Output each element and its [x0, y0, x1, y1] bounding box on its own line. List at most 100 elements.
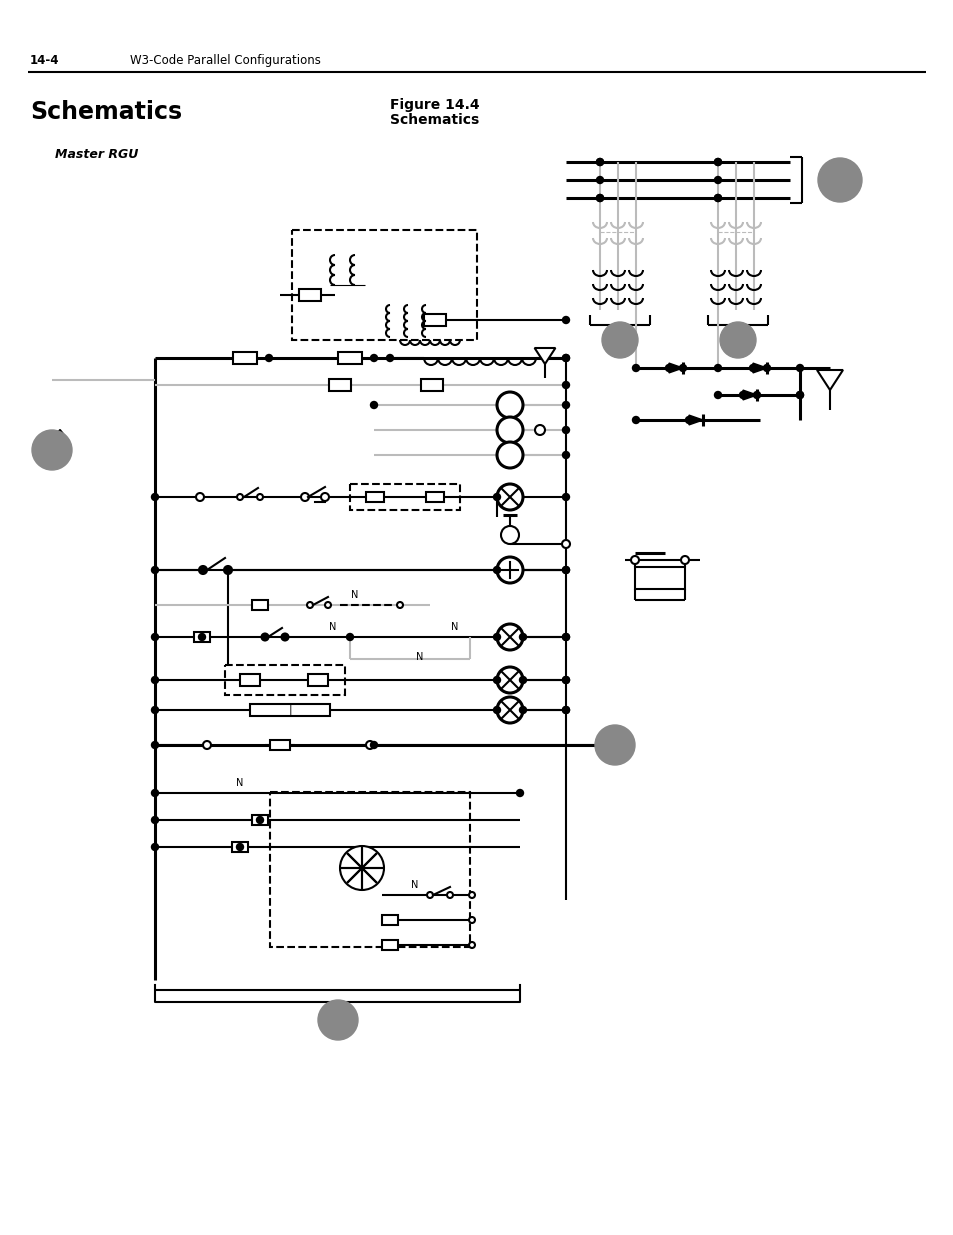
- Circle shape: [714, 177, 720, 184]
- Circle shape: [632, 416, 639, 424]
- Circle shape: [224, 566, 232, 574]
- Circle shape: [562, 677, 569, 683]
- Circle shape: [152, 741, 158, 748]
- Circle shape: [562, 382, 569, 389]
- Circle shape: [200, 567, 206, 573]
- Circle shape: [493, 494, 500, 500]
- Circle shape: [346, 634, 354, 641]
- Circle shape: [562, 706, 569, 714]
- Circle shape: [370, 401, 377, 409]
- Bar: [240, 674, 260, 685]
- Circle shape: [261, 634, 268, 641]
- Polygon shape: [752, 363, 766, 373]
- Circle shape: [256, 494, 263, 500]
- Circle shape: [497, 624, 522, 650]
- Polygon shape: [668, 363, 682, 373]
- Circle shape: [632, 364, 639, 372]
- Circle shape: [497, 391, 522, 417]
- Bar: [225, 664, 345, 695]
- Bar: [420, 379, 442, 391]
- Circle shape: [519, 677, 526, 683]
- Circle shape: [685, 416, 692, 424]
- Circle shape: [562, 634, 569, 641]
- Circle shape: [497, 417, 522, 443]
- Text: Schematics: Schematics: [30, 100, 182, 124]
- Bar: [250, 704, 330, 716]
- Circle shape: [753, 391, 760, 399]
- Circle shape: [714, 194, 720, 201]
- Bar: [232, 842, 248, 852]
- Circle shape: [469, 892, 475, 898]
- Circle shape: [301, 493, 309, 501]
- Circle shape: [307, 601, 313, 608]
- Circle shape: [562, 567, 569, 573]
- Circle shape: [493, 567, 500, 573]
- Polygon shape: [742, 390, 757, 400]
- Bar: [366, 492, 384, 501]
- Text: 14-4: 14-4: [30, 53, 59, 67]
- Circle shape: [500, 526, 518, 543]
- Bar: [193, 632, 210, 642]
- Circle shape: [225, 567, 231, 573]
- Circle shape: [493, 706, 500, 714]
- Circle shape: [370, 741, 377, 748]
- Circle shape: [339, 846, 384, 890]
- Circle shape: [535, 425, 544, 435]
- Circle shape: [601, 322, 638, 358]
- Bar: [233, 352, 256, 364]
- Circle shape: [739, 391, 745, 399]
- Circle shape: [680, 556, 688, 564]
- Circle shape: [497, 557, 522, 583]
- Circle shape: [817, 158, 862, 203]
- Circle shape: [562, 401, 569, 409]
- Circle shape: [236, 844, 243, 851]
- Circle shape: [152, 706, 158, 714]
- Bar: [337, 352, 361, 364]
- Circle shape: [596, 177, 603, 184]
- Circle shape: [714, 158, 720, 165]
- Text: Figure 14.4: Figure 14.4: [390, 98, 479, 112]
- Circle shape: [762, 364, 770, 372]
- Text: N: N: [416, 652, 423, 662]
- Circle shape: [225, 567, 231, 573]
- Bar: [426, 492, 443, 501]
- Bar: [381, 915, 397, 925]
- Circle shape: [469, 918, 475, 923]
- Circle shape: [749, 364, 756, 372]
- Circle shape: [596, 158, 603, 165]
- Circle shape: [152, 634, 158, 641]
- Circle shape: [562, 354, 569, 362]
- Circle shape: [497, 667, 522, 693]
- Circle shape: [325, 601, 331, 608]
- Circle shape: [714, 194, 720, 201]
- Text: N: N: [451, 622, 458, 632]
- Bar: [252, 600, 268, 610]
- Text: N: N: [236, 778, 243, 788]
- Circle shape: [195, 493, 204, 501]
- Circle shape: [469, 942, 475, 948]
- Text: N: N: [411, 881, 418, 890]
- Circle shape: [282, 634, 288, 640]
- Circle shape: [497, 484, 522, 510]
- Circle shape: [493, 634, 500, 641]
- Circle shape: [497, 697, 522, 722]
- Bar: [298, 289, 320, 301]
- Circle shape: [236, 494, 243, 500]
- Circle shape: [562, 452, 569, 458]
- Circle shape: [320, 493, 329, 501]
- Bar: [381, 940, 397, 950]
- Circle shape: [714, 364, 720, 372]
- Circle shape: [516, 789, 523, 797]
- Circle shape: [203, 741, 211, 748]
- Circle shape: [265, 354, 273, 362]
- Circle shape: [317, 1000, 357, 1040]
- Circle shape: [427, 892, 433, 898]
- Text: Schematics: Schematics: [390, 112, 478, 127]
- Circle shape: [562, 677, 569, 683]
- Circle shape: [152, 789, 158, 797]
- Circle shape: [714, 391, 720, 399]
- Circle shape: [152, 677, 158, 683]
- Circle shape: [198, 634, 205, 641]
- Circle shape: [796, 391, 802, 399]
- Circle shape: [562, 634, 569, 641]
